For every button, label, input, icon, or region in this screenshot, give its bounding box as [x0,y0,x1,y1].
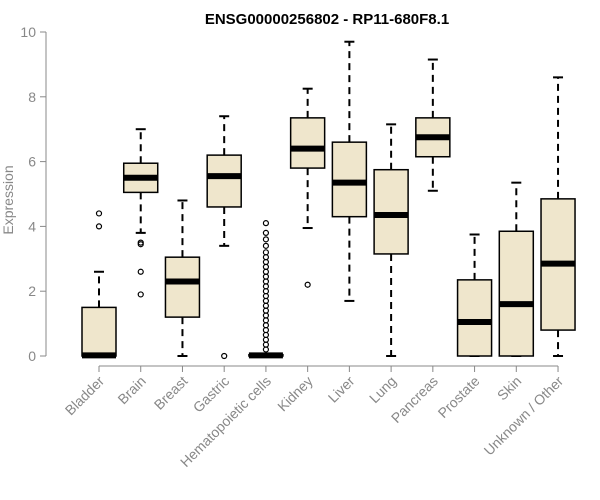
x-tick-label: Kidney [274,373,316,415]
box [373,168,409,255]
outlier-point [262,307,270,314]
outlier-point [95,223,103,230]
outlier-point [137,239,144,246]
outlier-point [262,302,270,309]
y-tick-label: 8 [28,89,36,105]
outlier-point [262,236,270,243]
x-tick-label: Liver [325,373,358,406]
outlier-point [262,220,270,227]
x-tick-label: Unknown / Other [481,373,567,459]
outlier-point [262,292,270,300]
outlier-point [262,254,270,261]
box [206,154,242,208]
y-tick-label: 10 [20,24,36,40]
y-tick-label: 4 [28,218,36,234]
outlier-point [262,229,270,236]
outlier-point [221,352,228,360]
outlier-point [262,326,270,334]
outlier-point [262,288,270,295]
outlier-point [262,312,270,319]
outlier-point [262,336,270,343]
y-tick-label: 0 [28,348,36,364]
x-tick-label: Brain [114,373,148,407]
outlier-point [262,346,270,353]
box [331,141,368,218]
outlier-point [262,278,270,285]
outlier-point [262,263,270,270]
y-tick-label: 2 [28,283,36,299]
x-tick-label: Bladder [62,373,108,419]
outlier-point [137,291,144,298]
box [164,256,201,318]
outlier-point [262,317,270,324]
outlier-point [262,258,270,266]
outlier-point [262,249,270,256]
x-tick-label: Skin [494,373,525,404]
outlier-point [262,273,270,280]
box [289,117,326,169]
y-axis-label: Expression [0,165,16,234]
y-tick-label: 6 [28,154,36,170]
outlier-point [262,297,270,305]
x-tick-label: Breast [151,373,191,413]
outlier-point [304,281,311,288]
outlier-point [262,331,270,339]
box [81,306,117,357]
box [456,279,493,357]
outlier-point [137,268,144,275]
outlier-point [262,283,270,290]
outlier-point [262,242,270,249]
chart-title: ENSG00000256802 - RP11-680F8.1 [205,11,449,28]
x-tick-label: Prostate [435,373,483,421]
outlier-point [262,268,270,275]
outlier-point [262,322,270,329]
outlier-point [95,210,103,217]
outlier-point [262,341,270,348]
box [498,230,535,357]
x-tick-label: Lung [366,373,399,406]
